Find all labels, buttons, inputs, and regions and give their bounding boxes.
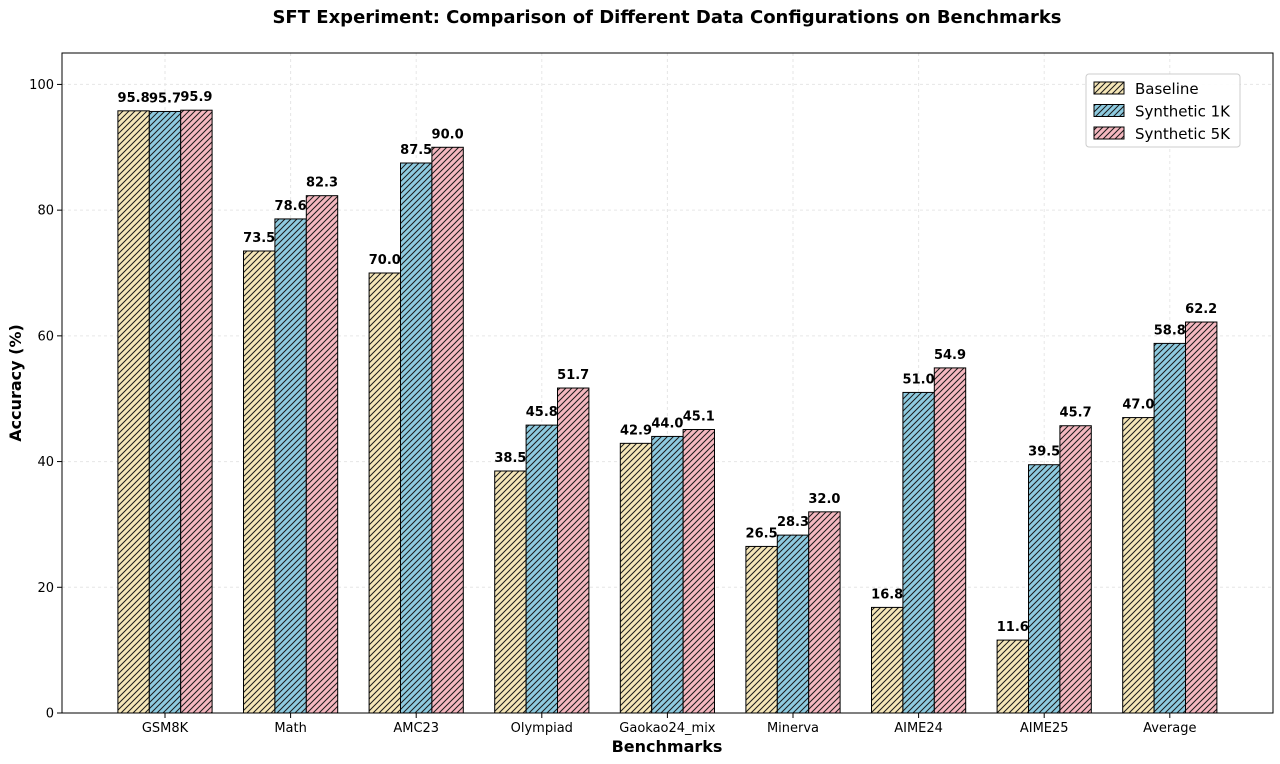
bar-synthetic-1k bbox=[525, 424, 558, 714]
bar-value-label: 11.6 bbox=[997, 620, 1029, 635]
x-tick-label: Math bbox=[274, 721, 307, 736]
bar-synthetic-1k bbox=[651, 435, 684, 714]
x-tick-label: Minerva bbox=[767, 721, 819, 736]
legend-entry-label: Synthetic 5K bbox=[1135, 125, 1231, 143]
legend: Baseline Synthetic 1K Synthetic 5K bbox=[1085, 73, 1241, 148]
bars bbox=[117, 109, 1218, 714]
x-tick-label: Average bbox=[1143, 721, 1196, 736]
bar-value-label: 28.3 bbox=[777, 515, 809, 530]
bar-baseline bbox=[996, 639, 1029, 714]
bar-synthetic-5k bbox=[557, 387, 590, 714]
bar-synthetic-5k bbox=[431, 146, 464, 714]
bar-value-label: 51.0 bbox=[903, 372, 935, 387]
legend-entry-label: Synthetic 1K bbox=[1135, 103, 1231, 121]
bar-value-label: 95.8 bbox=[118, 91, 150, 106]
bar-synthetic-5k bbox=[933, 367, 967, 714]
bar-baseline bbox=[494, 470, 527, 714]
bar-value-label: 82.3 bbox=[306, 176, 338, 191]
y-axis-label: Accuracy (%) bbox=[6, 324, 25, 442]
x-tick-label: Olympiad bbox=[511, 721, 573, 736]
bar-synthetic-1k bbox=[148, 110, 182, 714]
bar-value-label: 70.0 bbox=[369, 253, 401, 268]
bar-synthetic-5k bbox=[1185, 321, 1218, 714]
bar-baseline bbox=[243, 250, 276, 714]
bar-value-label: 78.6 bbox=[275, 199, 307, 214]
x-tick-label: GSM8K bbox=[142, 721, 189, 736]
bar-value-label: 38.5 bbox=[494, 451, 526, 466]
bar-value-label: 87.5 bbox=[400, 143, 432, 158]
bar-synthetic-1k bbox=[400, 162, 433, 714]
x-tick-label: AIME24 bbox=[894, 721, 943, 736]
legend-swatch bbox=[1093, 81, 1125, 95]
legend-swatch bbox=[1093, 126, 1125, 140]
bar-value-label: 58.8 bbox=[1154, 323, 1186, 338]
bar-baseline bbox=[745, 545, 778, 714]
bar-value-label: 47.0 bbox=[1122, 398, 1154, 413]
bar-value-label: 26.5 bbox=[746, 526, 778, 541]
bar-synthetic-5k bbox=[305, 195, 339, 714]
y-tick-label: 100 bbox=[29, 78, 54, 93]
bar-value-label: 95.7 bbox=[149, 91, 181, 106]
bar-value-label: 44.0 bbox=[651, 416, 683, 431]
bar-value-label: 16.8 bbox=[871, 587, 903, 602]
y-tick-label: 40 bbox=[37, 455, 54, 470]
x-axis-label: Benchmarks bbox=[612, 737, 723, 756]
bar-value-label: 45.1 bbox=[683, 410, 715, 425]
bar-value-label: 73.5 bbox=[243, 231, 275, 246]
bar-value-label: 42.9 bbox=[620, 423, 652, 438]
bar-value-label: 90.0 bbox=[432, 127, 464, 142]
bar-value-label: 32.0 bbox=[808, 492, 840, 507]
bar-baseline bbox=[871, 606, 904, 714]
bar-synthetic-1k bbox=[902, 391, 935, 714]
bar-baseline bbox=[1122, 417, 1155, 714]
bar-baseline bbox=[117, 110, 150, 714]
legend-entry-label: Baseline bbox=[1135, 80, 1199, 98]
bar-synthetic-5k bbox=[180, 109, 213, 714]
chart-title: SFT Experiment: Comparison of Different … bbox=[272, 7, 1061, 28]
bar-value-label: 62.2 bbox=[1185, 302, 1217, 317]
x-axis-ticks: GSM8K Math AMC23 Olympiad Gaokao24_mix Minerv… bbox=[142, 713, 1196, 736]
bar-synthetic-5k bbox=[1059, 425, 1092, 714]
y-tick-label: 20 bbox=[37, 581, 54, 596]
x-tick-label: Gaokao24_mix bbox=[619, 721, 716, 736]
x-tick-label: AMC23 bbox=[393, 721, 439, 736]
bar-value-label: 51.7 bbox=[557, 368, 589, 383]
bar-synthetic-5k bbox=[682, 429, 715, 714]
bar-value-label: 54.9 bbox=[934, 348, 966, 363]
bar-synthetic-1k bbox=[1028, 464, 1061, 714]
bar-synthetic-1k bbox=[776, 534, 810, 714]
bar-baseline bbox=[619, 442, 653, 714]
bar-value-label: 45.8 bbox=[526, 405, 558, 420]
x-tick-label: AIME25 bbox=[1020, 721, 1069, 736]
y-tick-label: 0 bbox=[46, 707, 54, 722]
bar-synthetic-1k bbox=[274, 218, 307, 714]
value-labels: 95.8 73.5 70.0 38.5 42.9 26.5 16.8 11.6 47.0 95.7… bbox=[118, 90, 1218, 635]
bar-baseline bbox=[368, 272, 402, 714]
bar-synthetic-1k bbox=[1153, 342, 1186, 714]
legend-swatch bbox=[1093, 104, 1125, 117]
bar-synthetic-5k bbox=[808, 511, 841, 714]
bar-value-label: 39.5 bbox=[1028, 445, 1060, 460]
y-tick-label: 60 bbox=[37, 329, 54, 344]
bar-value-label: 45.7 bbox=[1060, 406, 1092, 421]
bar-value-label: 95.9 bbox=[180, 90, 212, 105]
y-axis-ticks: 0 20 40 60 80 100 bbox=[29, 78, 62, 722]
y-tick-label: 80 bbox=[37, 204, 54, 219]
